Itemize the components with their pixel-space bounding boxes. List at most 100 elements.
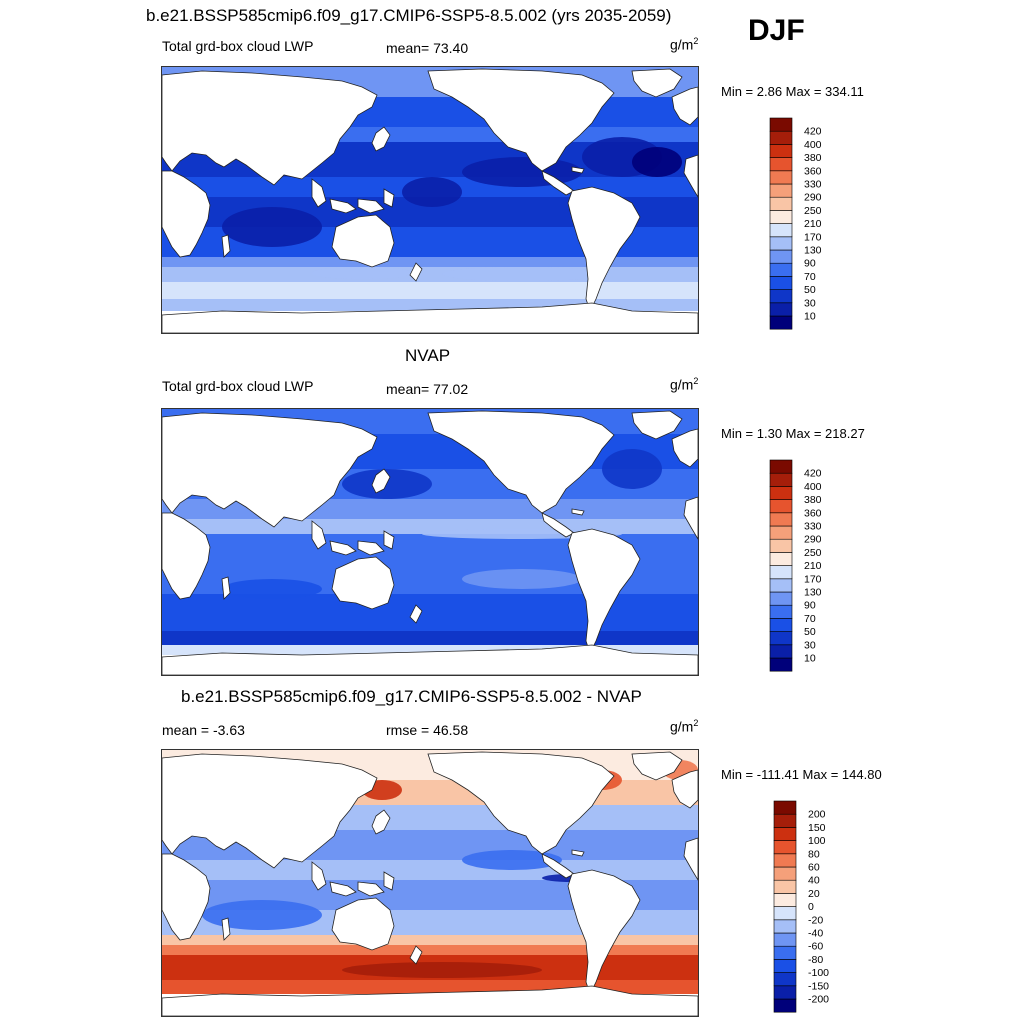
continent-outline [162, 985, 698, 1016]
colorbar-1-tick-label: 10 [804, 311, 816, 323]
panel-3-rmse-label: rmse = 46.58 [386, 722, 469, 738]
field-patch [442, 267, 602, 281]
field-band [162, 935, 698, 945]
colorbar-1-tick-label: 50 [804, 284, 816, 296]
colorbar-3-box-8 [773, 893, 797, 907]
field-patch [462, 850, 562, 870]
colorbar-2-box-2 [769, 631, 793, 646]
continent-outline [671, 428, 698, 468]
colorbar-2-tick-label: 30 [804, 639, 816, 651]
panel-3-colorbar: -200 -150 -100 -80 -60 -40 -20 0 20 40 60 80 100 150 2… [772, 799, 872, 1020]
continent-outline [357, 198, 385, 214]
colorbar-3-tick-label: 200 [808, 809, 826, 821]
continent-outline [162, 170, 211, 258]
colorbar-1-box-6 [769, 236, 793, 251]
continent-outline [683, 496, 698, 540]
panel-2-field-label: Total grd-box cloud LWP [162, 378, 314, 394]
continent-outline [631, 68, 683, 98]
colorbar-2-box-0 [769, 657, 793, 672]
continent-outline [162, 70, 378, 186]
field-band [162, 519, 698, 534]
colorbar-2-box-15 [769, 459, 793, 474]
field-patch [222, 579, 322, 599]
colorbar-1-box-12 [769, 157, 793, 172]
field-patch [222, 207, 322, 247]
colorbar-2-box-1 [769, 644, 793, 659]
colorbar-3-tick-label: -150 [808, 980, 829, 992]
continent-outline [571, 849, 585, 857]
field-patch [462, 569, 582, 589]
colorbar-1-tick-label: 210 [804, 218, 822, 230]
colorbar-3-tick-label: -40 [808, 928, 823, 940]
continent-outline [409, 262, 423, 282]
continent-outline [331, 214, 395, 268]
continent-outline [221, 234, 231, 258]
continent-outline [427, 68, 615, 172]
colorbar-2-box-6 [769, 578, 793, 593]
colorbar-3-tick-label: 60 [808, 862, 820, 874]
continent-outline [221, 576, 231, 600]
colorbar-1-tick-label: 70 [804, 271, 816, 283]
continent-outline [162, 644, 698, 675]
panel-1-field-label: Total grd-box cloud LWP [162, 38, 314, 54]
colorbar-1-box-1 [769, 302, 793, 317]
colorbar-1-tick-label: 30 [804, 297, 816, 309]
panel-2-units: g/m2 [670, 376, 699, 393]
panel-2-map-svg [162, 409, 698, 675]
continent-outline [409, 604, 423, 624]
colorbar-1-tick-label: 360 [804, 165, 822, 177]
colorbar-1-tick-label: 380 [804, 152, 822, 164]
colorbar-2-tick-label: 90 [804, 600, 816, 612]
colorbar-3-tick-label: -200 [808, 994, 829, 1006]
colorbar-2-tick-label: 10 [804, 653, 816, 665]
continent-outline [162, 512, 211, 600]
colorbar-3-box-9 [773, 879, 797, 894]
colorbar-3-box-4 [773, 945, 797, 960]
field-band [162, 645, 698, 655]
field-band [162, 860, 698, 880]
continent-outline [541, 853, 575, 879]
colorbar-2-box-9 [769, 538, 793, 553]
colorbar-1-box-10 [769, 183, 793, 198]
colorbar-2-tick-label: 360 [804, 507, 822, 519]
colorbar-3-tick-label: 150 [808, 822, 826, 834]
colorbar-1-tick-label: 420 [804, 126, 822, 138]
continent-outline [571, 508, 585, 516]
colorbar-3-tick-label: -100 [808, 967, 829, 979]
colorbar-3-box-3 [773, 959, 797, 973]
continent-outline [571, 166, 585, 174]
colorbar-2-box-7 [769, 565, 793, 580]
panel-2-mean-label: mean= 77.02 [386, 381, 469, 397]
continent-outline [383, 871, 395, 891]
colorbar-2-tick-label: 380 [804, 494, 822, 506]
colorbar-2-box-12 [769, 499, 793, 514]
panel-3-units: g/m2 [670, 718, 699, 735]
panel-3-title: b.e21.BSSP585cmip6.f09_g17.CMIP6-SSP5-8.… [181, 687, 642, 706]
colorbar-3-box-0 [773, 998, 797, 1013]
colorbar-2-box-5 [769, 591, 793, 606]
panel-2-map [161, 408, 699, 676]
colorbar-3-box-1 [773, 985, 797, 1000]
continent-outline [371, 809, 391, 835]
field-band [162, 631, 698, 645]
colorbar-3-box-2 [773, 972, 797, 987]
colorbar-2-tick-label: 130 [804, 587, 822, 599]
panel-3-colorbar-svg: -200-150-100-80-60-40-200204060801001502… [773, 800, 829, 1013]
field-patch [342, 469, 432, 499]
continent-outline [427, 410, 615, 514]
colorbar-2-tick-label: 290 [804, 534, 822, 546]
continent-outline [383, 530, 395, 550]
colorbar-3-tick-label: -80 [808, 954, 823, 966]
continent-outline [311, 520, 327, 550]
continent-outline [427, 751, 615, 855]
field-band [162, 282, 698, 299]
colorbar-3-box-12 [773, 840, 797, 855]
colorbar-3-tick-label: 0 [808, 901, 814, 913]
colorbar-1-tick-label: 170 [804, 231, 822, 243]
colorbar-3-box-5 [773, 932, 797, 947]
panel-1-colorbar: 10 30 50 70 90 130 170 210 250 290 330 360 380 400 420 [768, 116, 868, 337]
colorbar-1-box-8 [769, 210, 793, 224]
panel-2-colorbar: 10 30 50 70 90 130 170 210 250 290 330 360 380 400 420 [768, 458, 868, 679]
